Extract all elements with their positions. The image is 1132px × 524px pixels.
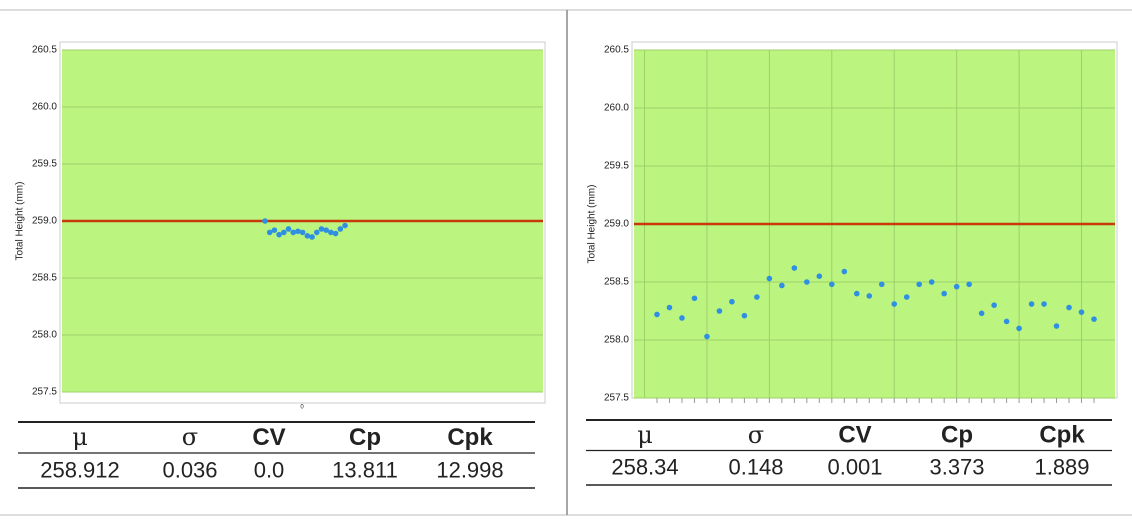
point xyxy=(903,294,910,300)
point xyxy=(804,279,810,285)
table-cell: 258.912 xyxy=(40,457,120,482)
y-tick-label: 257.5 xyxy=(32,387,57,398)
y-axis-label: Total Height (mm) xyxy=(15,182,26,261)
table-cell: 3.373 xyxy=(929,455,984,480)
point xyxy=(779,282,785,289)
point xyxy=(262,218,268,224)
point xyxy=(295,228,301,235)
point xyxy=(266,229,273,236)
table-cell: 1.889 xyxy=(1034,455,1089,480)
table-header: σ xyxy=(182,423,198,451)
point xyxy=(666,304,673,311)
y-tick-label: 260.0 xyxy=(32,102,57,113)
point xyxy=(966,281,972,288)
point xyxy=(716,308,723,314)
point xyxy=(729,298,735,305)
table-cell: 12.998 xyxy=(436,457,503,482)
y-tick-label: 259.0 xyxy=(604,219,629,230)
table-header: μ xyxy=(637,421,653,449)
point xyxy=(304,233,311,239)
y-tick-label: 259.0 xyxy=(32,216,57,227)
y-tick-label: 260.5 xyxy=(604,45,629,56)
point xyxy=(916,281,922,288)
y-tick-label: 258.0 xyxy=(604,335,629,346)
point xyxy=(654,311,660,318)
table-cell: 258.34 xyxy=(611,455,678,480)
point xyxy=(704,333,710,340)
point xyxy=(276,231,282,238)
x-annotation: 0 xyxy=(300,405,304,411)
point xyxy=(829,281,835,288)
point xyxy=(878,281,885,288)
point xyxy=(328,229,334,236)
table-cell: 13.811 xyxy=(332,457,398,482)
point xyxy=(978,310,985,317)
point xyxy=(991,302,997,309)
point xyxy=(791,265,798,271)
table-header: Cp xyxy=(941,422,973,449)
point xyxy=(299,229,306,236)
y-tick-label: 258.5 xyxy=(604,277,629,288)
point xyxy=(766,275,773,282)
point xyxy=(891,301,898,307)
y-tick-label: 258.0 xyxy=(32,330,57,341)
y-tick-label: 259.5 xyxy=(604,161,629,172)
y-tick-label: 259.5 xyxy=(32,159,57,170)
point xyxy=(1003,318,1010,325)
table-cell: 0.148 xyxy=(728,455,783,480)
point xyxy=(1028,301,1035,307)
table-header: μ xyxy=(72,423,88,451)
point xyxy=(332,230,339,237)
y-axis-label: Total Height (mm) xyxy=(587,185,598,264)
point xyxy=(1066,304,1072,311)
point xyxy=(741,312,748,319)
point xyxy=(309,234,315,240)
point xyxy=(953,283,960,290)
point xyxy=(1053,323,1060,329)
table-cell: 0.001 xyxy=(827,455,882,480)
point xyxy=(271,227,278,233)
table-header: CV xyxy=(838,422,871,449)
y-tick-label: 260.0 xyxy=(604,103,629,114)
point xyxy=(290,229,297,236)
point xyxy=(816,273,823,280)
point xyxy=(285,226,292,232)
y-tick-label: 260.5 xyxy=(32,45,57,56)
point xyxy=(1078,309,1085,315)
table-header: σ xyxy=(748,421,764,449)
point xyxy=(1016,325,1022,332)
point xyxy=(318,226,325,232)
point xyxy=(866,293,873,299)
table-cell: 0.0 xyxy=(254,457,285,482)
point xyxy=(853,290,860,297)
point xyxy=(679,315,685,321)
point xyxy=(342,222,348,229)
table-header: Cpk xyxy=(447,424,493,451)
point xyxy=(691,295,698,302)
point xyxy=(1041,301,1047,307)
point xyxy=(941,290,947,297)
point xyxy=(281,229,287,236)
point xyxy=(928,279,935,285)
point xyxy=(337,226,344,232)
table-header: CV xyxy=(252,424,285,451)
y-tick-label: 258.5 xyxy=(32,273,57,284)
point xyxy=(754,294,760,300)
table-header: Cpk xyxy=(1039,422,1085,449)
point xyxy=(313,229,320,236)
point xyxy=(1091,316,1097,322)
table-cell: 0.036 xyxy=(162,457,217,482)
y-tick-label: 257.5 xyxy=(604,393,629,404)
point xyxy=(841,268,848,275)
point xyxy=(323,227,329,233)
table-header: Cp xyxy=(349,424,381,451)
